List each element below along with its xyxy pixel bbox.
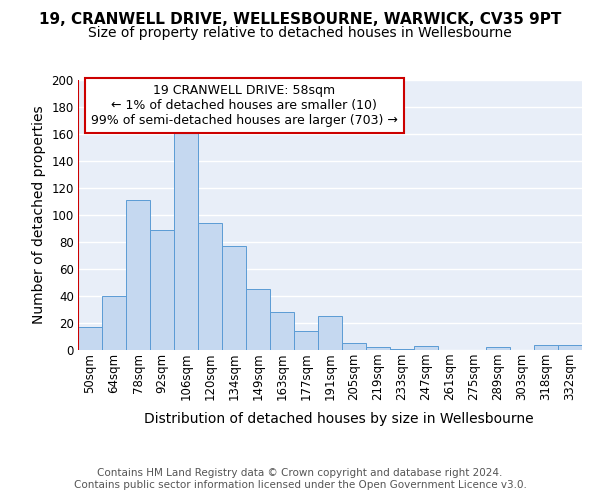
Bar (126, 200, 150, 350)
Bar (222, 246, 246, 350)
Text: 19, CRANWELL DRIVE, WELLESBOURNE, WARWICK, CV35 9PT: 19, CRANWELL DRIVE, WELLESBOURNE, WARWIC… (39, 12, 561, 28)
Y-axis label: Number of detached properties: Number of detached properties (32, 106, 46, 324)
Bar (318, 316, 342, 350)
Text: Contains HM Land Registry data © Crown copyright and database right 2024.: Contains HM Land Registry data © Crown c… (97, 468, 503, 477)
Text: Distribution of detached houses by size in Wellesbourne: Distribution of detached houses by size … (144, 412, 534, 426)
Bar (342, 343, 366, 350)
Bar (558, 344, 582, 350)
Bar (246, 289, 270, 350)
Bar (414, 346, 438, 350)
Bar (174, 130, 198, 350)
Text: Contains public sector information licensed under the Open Government Licence v3: Contains public sector information licen… (74, 480, 526, 490)
Bar (198, 223, 222, 350)
Bar (534, 344, 558, 350)
Bar (270, 312, 294, 350)
Bar (486, 348, 510, 350)
Bar (294, 331, 318, 350)
Bar (390, 348, 414, 350)
Bar (78, 327, 102, 350)
Text: Size of property relative to detached houses in Wellesbourne: Size of property relative to detached ho… (88, 26, 512, 40)
Text: 19 CRANWELL DRIVE: 58sqm
← 1% of detached houses are smaller (10)
99% of semi-de: 19 CRANWELL DRIVE: 58sqm ← 1% of detache… (91, 84, 398, 127)
Bar (366, 348, 390, 350)
Bar (150, 230, 174, 350)
Bar (102, 296, 126, 350)
